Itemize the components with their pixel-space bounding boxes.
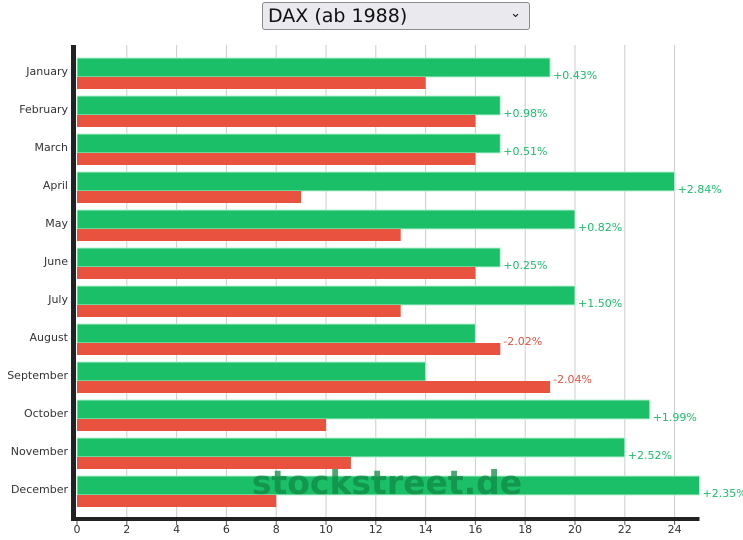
- x-tick-label: 2: [123, 523, 130, 536]
- data-label: +0.43%: [553, 69, 597, 82]
- x-tick-label: 10: [319, 523, 333, 536]
- category-label: October: [24, 407, 68, 420]
- x-tick-label: 8: [273, 523, 280, 536]
- up-bar: [76, 285, 576, 306]
- down-bar: [77, 191, 302, 203]
- index-select-value: DAX (ab 1988): [268, 5, 408, 27]
- category-label: November: [11, 445, 69, 458]
- x-tick-label: 22: [618, 523, 632, 536]
- data-label: +0.25%: [503, 259, 547, 272]
- data-label: +2.52%: [628, 449, 672, 462]
- down-bar: [77, 457, 351, 469]
- down-bar: [77, 115, 476, 127]
- up-bar: [76, 437, 626, 458]
- up-bar: [76, 475, 700, 496]
- data-label: +0.51%: [503, 145, 547, 158]
- up-bar: [76, 247, 501, 268]
- category-label: September: [7, 369, 68, 382]
- category-label: May: [45, 217, 68, 230]
- chevron-down-icon: ⌄: [510, 6, 521, 21]
- x-tick-label: 6: [223, 523, 230, 536]
- x-tick-label: 0: [74, 523, 81, 536]
- data-label: +0.98%: [503, 107, 547, 120]
- down-bar: [77, 153, 476, 165]
- up-bar: [76, 361, 427, 382]
- down-bar: [77, 495, 277, 507]
- category-label: March: [34, 141, 68, 154]
- down-bar: [77, 419, 326, 431]
- watermark: stockstreet.de: [252, 463, 522, 502]
- down-bar: [77, 267, 476, 279]
- category-label: August: [30, 331, 69, 344]
- data-label: +0.82%: [578, 221, 622, 234]
- data-label: +1.50%: [578, 297, 622, 310]
- data-label: +1.99%: [653, 411, 697, 424]
- up-bar: [76, 95, 501, 116]
- x-tick-label: 20: [568, 523, 582, 536]
- up-bar: [76, 57, 551, 78]
- category-label: July: [47, 293, 68, 306]
- x-axis-line: [76, 517, 700, 521]
- category-label: December: [11, 483, 69, 496]
- category-label: April: [43, 179, 68, 192]
- down-bar: [77, 343, 501, 355]
- down-bar: [77, 381, 551, 393]
- index-select[interactable]: DAX (ab 1988) ⌄: [262, 2, 530, 30]
- up-bar: [76, 399, 651, 420]
- x-tick-label: 24: [668, 523, 682, 536]
- data-label: +2.84%: [678, 183, 722, 196]
- up-bar: [76, 133, 501, 154]
- up-bar: [76, 323, 476, 344]
- down-bar: [77, 305, 401, 317]
- x-tick-label: 14: [419, 523, 433, 536]
- category-label: June: [43, 255, 68, 268]
- up-bar: [76, 171, 676, 192]
- down-bar: [77, 229, 401, 241]
- data-label: -2.04%: [553, 373, 592, 386]
- category-label: January: [25, 65, 68, 78]
- category-label: February: [19, 103, 68, 116]
- y-axis-line: [71, 45, 76, 521]
- data-label: -2.02%: [503, 335, 542, 348]
- x-tick-label: 4: [173, 523, 180, 536]
- down-bar: [77, 77, 426, 89]
- x-tick-label: 16: [468, 523, 482, 536]
- x-tick-label: 12: [369, 523, 383, 536]
- up-bar: [76, 209, 576, 230]
- data-label: +2.35%: [703, 487, 743, 500]
- x-tick-label: 18: [518, 523, 532, 536]
